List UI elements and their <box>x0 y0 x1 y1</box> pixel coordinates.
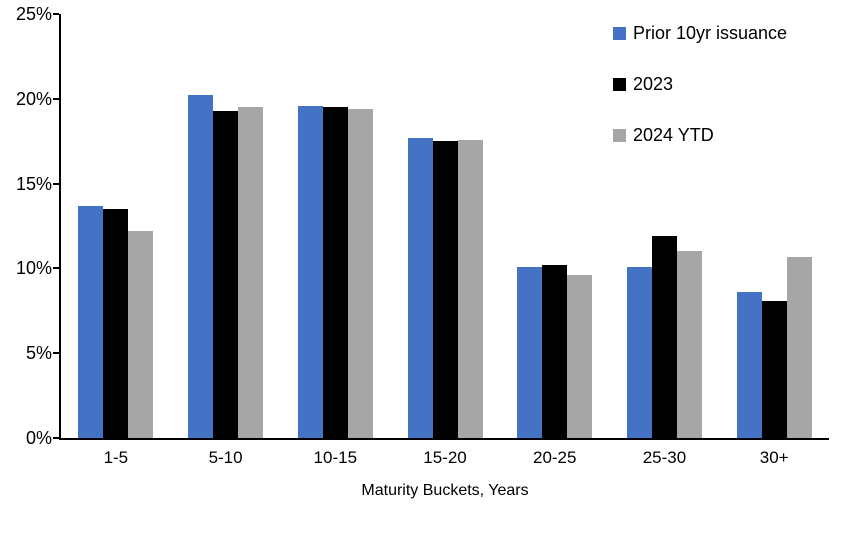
bar-group-15-20 <box>390 14 500 438</box>
bar <box>542 265 568 438</box>
y-axis-tick-label: 5% <box>25 343 52 364</box>
x-axis-tick-label: 25-30 <box>642 448 687 467</box>
bar <box>676 251 702 438</box>
y-axis-tick-mark <box>53 267 59 270</box>
y-axis-tick-label: 10% <box>15 258 52 279</box>
y-axis-tick-mark <box>53 97 59 100</box>
bar-group-25-30 <box>610 14 720 438</box>
legend-label: 2024 YTD <box>633 124 714 145</box>
legend-swatch-icon <box>613 128 626 142</box>
legend-item: Prior 10yr issuance <box>613 22 787 44</box>
y-axis-tick-mark <box>53 352 59 355</box>
y-axis-tick-label: 20% <box>15 88 52 109</box>
bar <box>457 139 483 438</box>
y-axis-tick-label: 0% <box>25 428 52 448</box>
bar-group-1-5 <box>61 14 171 438</box>
bar <box>213 110 239 438</box>
x-axis-line <box>59 438 829 440</box>
legend-label: Prior 10yr issuance <box>633 22 788 43</box>
bar-group-5-10 <box>171 14 281 438</box>
x-axis-tick-label: 1-5 <box>103 448 129 467</box>
bar-group-10-15 <box>280 14 390 438</box>
bar <box>297 105 323 438</box>
legend-item: 2024 YTD <box>613 124 787 146</box>
bar <box>567 275 593 438</box>
legend-item: 2023 <box>613 73 787 95</box>
bar <box>432 141 458 438</box>
bar <box>322 107 348 438</box>
bar <box>761 300 787 438</box>
bar <box>786 256 812 438</box>
bar <box>517 266 543 438</box>
bar-group-20-25 <box>500 14 610 438</box>
y-axis-tick-mark <box>53 437 59 439</box>
x-axis-tick-label: 15-20 <box>423 448 467 467</box>
bar <box>347 108 373 438</box>
plot-area: Prior 10yr issuance 2023 2024 YTD <box>59 14 829 440</box>
y-axis-tick-mark <box>53 182 59 185</box>
bar <box>128 231 154 438</box>
bar <box>407 137 433 438</box>
bar-groups <box>61 14 829 438</box>
bar <box>651 236 677 438</box>
bar <box>188 95 214 438</box>
y-axis-tick-label: 25% <box>15 4 52 24</box>
legend-swatch-icon <box>613 77 626 91</box>
x-axis-title: Maturity Buckets, Years <box>361 482 529 499</box>
bar <box>626 266 652 438</box>
bar-group-30+ <box>719 14 829 438</box>
legend: Prior 10yr issuance 2023 2024 YTD <box>613 22 787 175</box>
legend-swatch-icon <box>613 26 626 40</box>
legend-label: 2023 <box>633 73 674 94</box>
x-axis-tick-label: 20-25 <box>532 448 577 467</box>
bar <box>103 209 129 438</box>
y-axis-tick-label: 15% <box>15 173 52 194</box>
y-axis-line <box>59 14 61 440</box>
bar <box>238 107 264 438</box>
x-axis-tick-label: 10-15 <box>313 448 358 467</box>
bar <box>78 205 104 438</box>
bar <box>736 292 762 438</box>
x-axis-tick-label: 30+ <box>759 448 789 467</box>
y-axis-tick-mark <box>53 13 59 15</box>
x-axis-tick-label: 5-10 <box>208 448 243 467</box>
x-axis-tick-labels: 1-5 5-10 10-15 15-20 20-25 25-30 30+ <box>61 448 829 468</box>
